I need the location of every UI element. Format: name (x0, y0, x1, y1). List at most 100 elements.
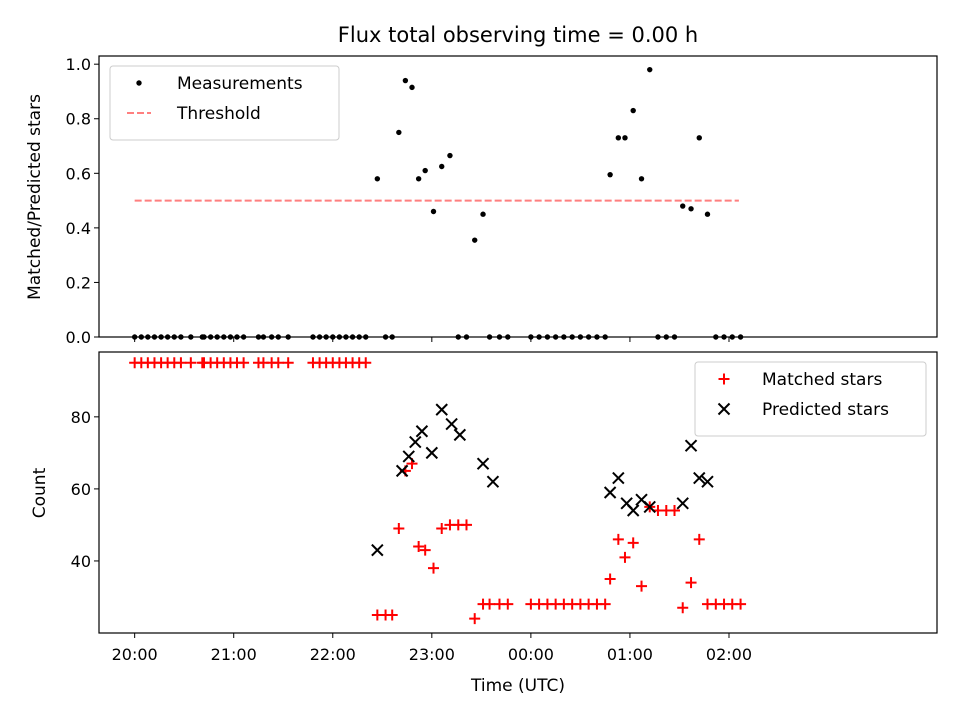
bottom-series-1-point (415, 425, 429, 438)
bottom-series-0-point (282, 357, 294, 369)
bottom-x-tick-label: 22:00 (310, 645, 356, 664)
top-y-tick-label: 0.8 (66, 110, 91, 129)
bottom-series-0-point (272, 357, 284, 369)
bottom-x-tick-label: 00:00 (508, 645, 554, 664)
bottom-series-1-point (701, 475, 714, 488)
bottom-series-1-point (693, 471, 706, 485)
bottom-series-0-point (604, 573, 616, 585)
top-series-0-point (409, 84, 415, 91)
bottom-series-0-point (436, 523, 448, 535)
top-series-0-point (415, 176, 422, 182)
bottom-series-0-point (502, 598, 514, 610)
bottom-axes-frame (98, 351, 938, 634)
top-legend-label: Measurements (177, 74, 303, 94)
bottom-series-0-point (393, 523, 405, 535)
bottom-series-0-point (428, 562, 440, 574)
top-series-0-point (422, 167, 428, 174)
top-series-0-point (622, 135, 628, 141)
x-axis-label: Time (UTC) (470, 676, 565, 696)
figure-title: Flux total observing time = 0.00 h (338, 23, 698, 47)
bottom-series-1-point (453, 428, 467, 442)
top-series-0-point (480, 211, 486, 217)
top-series-0-point (680, 203, 686, 209)
bottom-y-axis-label: Count (30, 467, 50, 518)
top-series-0-point (447, 152, 453, 159)
top-legend-box (109, 65, 340, 141)
bottom-series-1-point (435, 403, 448, 416)
bottom-legend-marker (717, 402, 731, 416)
bottom-series-0-point (386, 609, 398, 621)
bottom-series-1-point (684, 439, 698, 452)
bottom-x-tick-label: 20:00 (112, 645, 158, 664)
bottom-x-tick-label: 02:00 (706, 645, 752, 664)
bottom-series-1-point (445, 417, 458, 431)
bottom-series-0-point (693, 533, 705, 545)
bottom-series-0-point (413, 541, 425, 553)
bottom-series-1-point (402, 450, 415, 463)
bottom-series-1-point (676, 497, 689, 510)
bottom-series-0-point (627, 537, 639, 549)
bottom-x-tick-label: 23:00 (409, 645, 455, 664)
bottom-series-1-point (603, 486, 617, 499)
top-y-axis-label: Matched/Predicted stars (25, 94, 45, 300)
bottom-y-tick-label: 80 (71, 408, 91, 427)
top-series-0-point (688, 206, 694, 212)
bottom-series-0-point (469, 613, 481, 625)
top-y-tick-label: 0.0 (66, 328, 91, 347)
top-legend-marker (136, 80, 142, 86)
bottom-series-0-point (735, 598, 747, 610)
bottom-series-0-point (619, 551, 631, 563)
bottom-series-1-point (643, 500, 656, 514)
bottom-series-1-point (395, 464, 409, 478)
bottom-legend: Matched stars Predicted stars (694, 361, 927, 437)
top-series-0-point (607, 171, 613, 178)
bottom-y-tick-label: 40 (71, 552, 91, 571)
bottom-x-tick-label: 01:00 (607, 645, 653, 664)
top-series-0-point (704, 211, 711, 217)
top-axes-frame (98, 55, 938, 338)
bottom-series-0-point (175, 357, 187, 369)
top-series-0-point (647, 66, 653, 73)
bottom-series-0-point (419, 544, 431, 556)
top-series-0-point (615, 135, 622, 141)
bottom-series-0-point (238, 357, 250, 369)
bottom-series-0-point (599, 598, 611, 610)
bottom-series-1-point (626, 504, 640, 517)
top-series-0-point (402, 77, 409, 84)
bottom-series-0-point (669, 505, 681, 517)
top-legend: Measurements Threshold (109, 65, 340, 141)
bottom-series-1-point (476, 457, 490, 470)
bottom-series-0-point (460, 519, 472, 531)
bottom-series-0-point (185, 357, 197, 369)
top-series-0-point (396, 129, 402, 136)
bottom-plot-area: 40 60 80 20:00 21:00 22:00 23:00 00:00 01:00 02:0… (71, 351, 938, 664)
top-plot-area: 0.0 0.2 0.4 0.6 0.8 1.0 Measurements Threshold (66, 55, 938, 347)
top-series-0-point (630, 107, 636, 114)
top-y-tick-label: 1.0 (66, 55, 91, 74)
bottom-series-0-point (612, 533, 624, 545)
bottom-series-1-point (425, 446, 439, 460)
top-y-tick-label: 0.6 (66, 164, 91, 183)
top-series-0-point (696, 135, 702, 141)
top-y-tick-label: 0.2 (66, 273, 91, 292)
top-y-tick-label: 0.4 (66, 219, 91, 238)
bottom-x-tick-label: 21:00 (211, 645, 257, 664)
bottom-legend-marker (718, 373, 730, 385)
bottom-series-0-point (677, 602, 689, 614)
bottom-legend-box (694, 361, 927, 437)
bottom-y-tick-label: 60 (71, 480, 91, 499)
bottom-series-1-point (612, 471, 625, 485)
top-series-0-point (374, 176, 381, 182)
top-series-0-point (430, 208, 437, 215)
bottom-legend-label: Predicted stars (762, 400, 889, 420)
bottom-series-0-point (636, 580, 648, 592)
bottom-series-0-point (685, 577, 697, 589)
top-legend-label: Threshold (176, 104, 261, 124)
bottom-series-0-point (484, 598, 496, 610)
bottom-series-1-point (371, 543, 384, 557)
bottom-series-1-point (409, 435, 422, 449)
top-series-0-point (638, 176, 645, 182)
top-series-0-point (472, 237, 478, 243)
bottom-series-0-point (360, 357, 372, 369)
